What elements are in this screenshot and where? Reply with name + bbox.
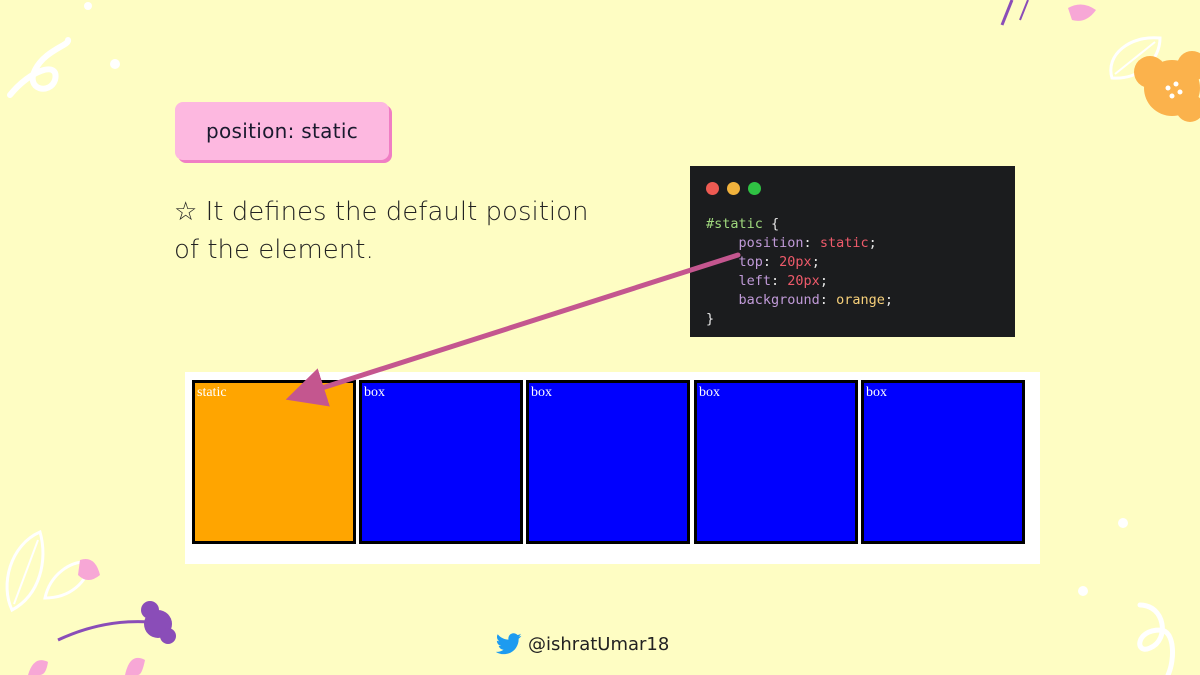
close-dot-icon (706, 182, 719, 195)
stem-decoration (57, 620, 151, 642)
box-label: static (197, 385, 227, 400)
leaf-decoration (43, 560, 92, 600)
code-close-brace: } (706, 311, 715, 327)
demo-box: box (359, 380, 523, 544)
demo-box-static: static (192, 380, 356, 544)
code-value: 20px (787, 273, 820, 289)
code-block: #static { position: static; top: 20px; l… (706, 216, 893, 327)
maximize-dot-icon (748, 182, 761, 195)
box-label: box (866, 385, 887, 400)
leaf-decoration (5, 529, 45, 613)
code-selector: #static (706, 216, 763, 232)
demo-panel: static box box box box (185, 372, 1040, 564)
dot-decoration (1118, 518, 1128, 528)
petal-decoration (125, 657, 145, 675)
dot-decoration (110, 59, 120, 69)
handle-text: @ishratUmar18 (528, 633, 670, 655)
box-label: box (699, 385, 720, 400)
petal-decoration (28, 660, 48, 675)
stem-decoration (1000, 0, 1014, 26)
demo-box: box (526, 380, 690, 544)
box-label: box (531, 385, 552, 400)
description-text: ☆ It defines the default position of the… (174, 197, 589, 265)
leaf-decoration (1109, 36, 1162, 80)
dot-decoration (1078, 586, 1088, 596)
window-controls (706, 182, 999, 195)
twitter-bird-icon (496, 633, 522, 655)
code-value: orange (836, 292, 885, 308)
code-property: position (738, 235, 804, 251)
code-value: static (819, 235, 869, 251)
code-value: 20px (779, 254, 812, 270)
code-property: background (738, 292, 820, 308)
dot-decoration (84, 2, 92, 10)
code-window: #static { position: static; top: 20px; l… (690, 166, 1015, 337)
swirl-decoration (1137, 602, 1175, 675)
twitter-handle: @ishratUmar18 (496, 631, 669, 657)
flower-decoration (1144, 60, 1200, 116)
flower-decoration (144, 610, 172, 638)
stem-decoration (1019, 0, 1029, 21)
code-open-brace: { (771, 216, 780, 232)
swirl-decoration (7, 37, 71, 98)
title-pill: position: static (175, 102, 389, 160)
demo-box: box (861, 380, 1025, 544)
minimize-dot-icon (727, 182, 740, 195)
box-label: box (364, 385, 385, 400)
code-property: left (738, 273, 772, 289)
demo-box: box (694, 380, 858, 544)
petal-decoration (78, 559, 100, 580)
petal-decoration (1068, 4, 1096, 21)
code-property: top (738, 254, 763, 270)
